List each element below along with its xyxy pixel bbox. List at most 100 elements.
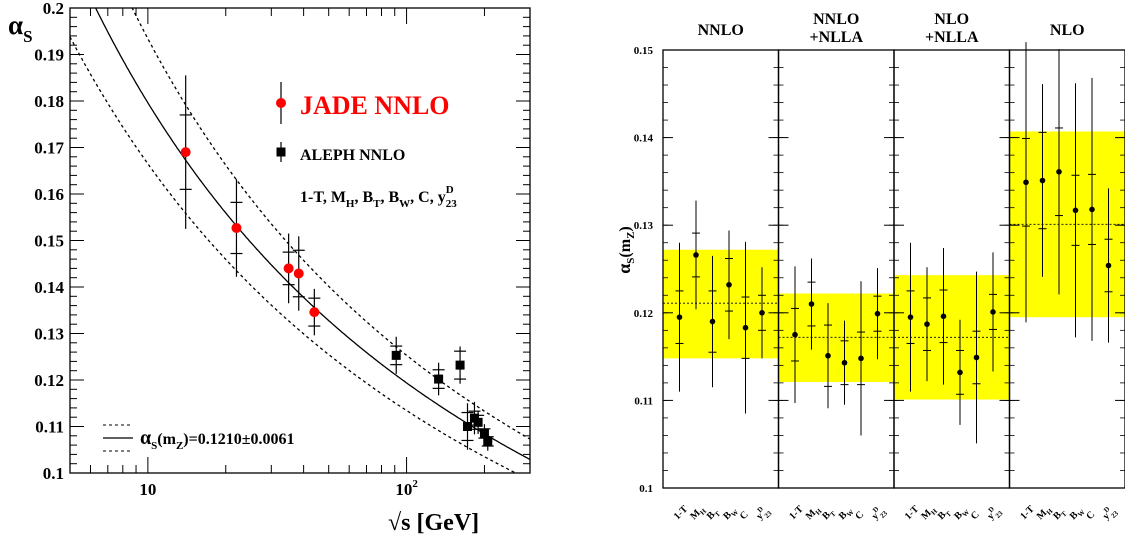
data-point <box>924 321 930 327</box>
aleph-point <box>479 428 489 438</box>
y-tick-label: 0.1 <box>43 464 64 483</box>
variable-label: BT <box>705 506 722 523</box>
uncertainty-band <box>663 249 779 359</box>
variable-label: BT <box>820 506 837 523</box>
y-tick-label: 0.14 <box>34 278 64 297</box>
x-tick-label: 10 <box>139 480 156 499</box>
data-point <box>990 309 996 315</box>
legend-aleph-label: ALEPH NNLO <box>300 147 405 164</box>
right-y-tick-label: 0.1 <box>639 483 653 495</box>
y-tick-label: 0.13 <box>34 325 64 344</box>
data-point <box>1023 179 1029 186</box>
data-point <box>825 352 831 359</box>
variable-label: BT <box>936 506 953 523</box>
jade-point <box>231 222 242 233</box>
jade-point <box>293 268 304 279</box>
variable-label: C <box>738 509 751 522</box>
aleph-point <box>434 374 444 384</box>
variable-label: C <box>969 509 982 522</box>
y-tick-label: 0.17 <box>34 139 64 158</box>
aleph-point <box>455 360 465 370</box>
aleph-point <box>463 422 473 431</box>
data-point <box>1089 206 1095 213</box>
jade-point <box>180 147 191 158</box>
legend-aleph-marker <box>276 147 286 157</box>
variable-label: 1-T <box>903 504 922 523</box>
data-point <box>1105 262 1112 269</box>
fit-central-curve <box>94 8 530 461</box>
data-point <box>940 313 947 320</box>
variable-label: yD23 <box>1099 503 1121 525</box>
aleph-point <box>391 350 401 360</box>
panel-data-points <box>675 42 1113 444</box>
right-y-tick-label: 0.15 <box>634 45 654 57</box>
y-tick-label: 0.19 <box>34 46 64 65</box>
jade-point <box>283 263 294 274</box>
legend-jade-label: JADE NNLO <box>300 91 450 120</box>
left-axis-ticks: 0.1 0.11 0.12 0.13 0.14 0.15 0.16 0.17 0.18 0.19 0… <box>34 0 531 499</box>
data-point <box>874 310 881 317</box>
panel-title: NNLO <box>813 11 859 28</box>
data-point <box>693 252 699 258</box>
y-tick-label: 0.16 <box>34 185 64 204</box>
panel-title: +NLLA <box>809 29 863 46</box>
right-y-tick-label: 0.13 <box>634 220 654 232</box>
data-point <box>841 359 848 366</box>
y-axis-label: αS <box>8 10 33 46</box>
panel-frame <box>1008 49 1125 489</box>
data-point <box>858 355 864 362</box>
fit-lower-curve <box>70 36 518 473</box>
left-plot-frame <box>69 7 531 474</box>
y-tick-label: 0.12 <box>34 371 64 390</box>
y-tick-label: 0.18 <box>34 92 64 111</box>
variable-label: C <box>1084 509 1097 522</box>
panel-title: +NLLA <box>925 29 979 46</box>
aleph-point <box>473 417 483 427</box>
right-y-axis-label: αS(mZ) <box>614 226 637 274</box>
y-tick-label: 0.15 <box>34 232 64 251</box>
data-point <box>1056 168 1062 175</box>
variable-label: BT <box>1051 506 1068 523</box>
variable-label: 1-T <box>787 504 806 523</box>
data-point <box>1072 207 1079 214</box>
x-axis-label: √s [GeV] <box>388 510 479 535</box>
data-point <box>957 369 963 376</box>
data-point <box>759 310 765 316</box>
panel-frame <box>777 49 895 489</box>
data-point <box>726 281 732 288</box>
fit-curves <box>70 8 530 473</box>
legend: JADE NNLO ALEPH NNLO 1-T, MH, BT, BW, C,… <box>140 91 457 452</box>
data-point <box>1039 177 1046 184</box>
y-tick-label: 0.11 <box>35 418 64 437</box>
variable-label: 1-T <box>1018 504 1037 523</box>
variable-label: yD23 <box>983 503 1005 525</box>
variable-label: yD23 <box>868 503 890 525</box>
right-y-tick-label: 0.12 <box>634 308 654 320</box>
aleph-point <box>483 436 493 446</box>
panel-frame <box>893 49 1011 489</box>
data-point <box>792 331 798 338</box>
panel-frames <box>662 49 1125 489</box>
x-tick-label: 102 <box>395 478 418 499</box>
left-data-points <box>103 75 494 452</box>
y-tick-label: 0.2 <box>43 0 64 18</box>
data-point <box>742 324 749 331</box>
panel-title: NNLO <box>698 22 744 39</box>
panel-title: NLO <box>1050 22 1085 39</box>
variable-label: C <box>853 509 866 522</box>
data-point <box>676 314 683 320</box>
panel-title: NLO <box>934 11 969 28</box>
legend-variables: 1-T, MH, BT, BW, C, yD 23 <box>300 184 457 210</box>
data-point <box>808 301 815 307</box>
data-point <box>973 354 980 361</box>
right-y-tick-label: 0.14 <box>634 133 654 145</box>
panel-bands <box>663 131 1125 400</box>
right-y-tick-label: 0.11 <box>634 395 653 407</box>
fit-upper-curve <box>131 8 530 440</box>
legend-fit-label: αS(mZ)=0.1210±0.0061 <box>140 427 295 452</box>
data-point <box>709 318 716 325</box>
data-point <box>907 314 914 320</box>
variable-label: yD23 <box>752 503 774 525</box>
jade-point <box>309 307 320 318</box>
